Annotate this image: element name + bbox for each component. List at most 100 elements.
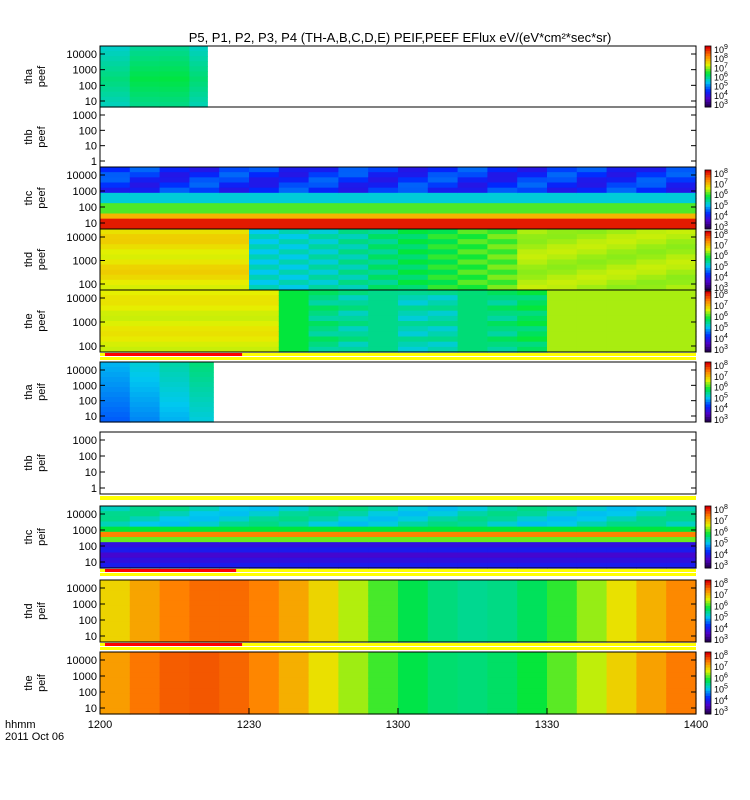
colorbar-frame xyxy=(704,230,712,291)
heatmap-cell xyxy=(129,392,161,398)
heatmap-cell xyxy=(278,315,310,322)
heatmap-cell xyxy=(219,295,250,301)
heatmap-cell xyxy=(249,326,280,332)
heatmap-cell xyxy=(547,616,578,622)
heatmap-cell xyxy=(159,387,190,393)
colorbar-segment xyxy=(705,73,711,77)
colorbar-exponent: 6 xyxy=(724,526,728,533)
heatmap-cell xyxy=(547,336,578,343)
colorbar-label: 108 xyxy=(714,650,728,661)
heatmap-cell xyxy=(517,531,548,538)
heatmap-cell xyxy=(278,531,310,538)
y-tick-label: 10000 xyxy=(66,170,97,182)
heatmap-cell xyxy=(398,557,429,564)
colorbar-segment xyxy=(705,258,711,261)
panel-frame xyxy=(99,289,697,353)
heatmap-cell xyxy=(100,526,131,533)
heatmap-cell xyxy=(576,295,608,301)
heatmap-cell xyxy=(219,616,250,622)
heatmap-cell xyxy=(189,382,214,388)
heatmap-cell xyxy=(278,552,310,559)
heatmap-cell xyxy=(606,688,637,694)
heatmap-cell xyxy=(189,407,214,413)
colorbar-segment xyxy=(705,549,711,553)
heatmap-cell xyxy=(308,239,339,245)
heatmap-cell xyxy=(159,290,190,296)
colorbar-exponent: 7 xyxy=(724,179,728,186)
heatmap-cell xyxy=(189,392,214,398)
heatmap-cell xyxy=(219,688,250,694)
heatmap-cell xyxy=(427,305,459,312)
heatmap-cell xyxy=(398,239,429,245)
heatmap-cell xyxy=(457,264,488,271)
colorbar-segment xyxy=(705,701,711,705)
colorbar-segment xyxy=(705,260,711,264)
heatmap-cell xyxy=(278,321,310,327)
heatmap-cell xyxy=(427,611,459,617)
heatmap-cell xyxy=(219,605,250,612)
heatmap-cell xyxy=(368,300,399,307)
heatmap-cell xyxy=(249,182,280,189)
colorbar-label: 109 xyxy=(714,44,728,55)
heatmap-cell xyxy=(398,192,429,199)
heatmap-cell xyxy=(278,605,310,612)
colorbar-segment xyxy=(705,84,711,88)
heatmap-cell xyxy=(100,600,131,607)
heatmap-cell xyxy=(398,657,429,663)
heatmap-cell xyxy=(129,531,161,538)
heatmap-cell xyxy=(457,213,488,220)
heatmap-cell xyxy=(457,284,488,291)
colorbar-segment xyxy=(705,291,711,295)
heatmap-cell xyxy=(338,531,369,538)
heatmap-cell xyxy=(338,562,369,569)
heatmap-cell xyxy=(606,167,637,173)
heatmap-cell xyxy=(129,672,161,679)
heatmap-cell xyxy=(338,526,369,533)
heatmap-cell xyxy=(249,562,280,569)
heatmap-cell xyxy=(398,264,429,271)
heatmap-cell xyxy=(249,677,280,684)
colorbar-segment xyxy=(705,552,711,556)
heatmap-cell xyxy=(278,208,310,215)
heatmap-cell xyxy=(219,595,250,602)
heatmap-cell xyxy=(338,264,369,271)
heatmap-cell xyxy=(547,229,578,235)
heatmap-cell xyxy=(636,688,667,694)
heatmap-cell xyxy=(547,506,578,512)
heatmap-cell xyxy=(338,223,369,230)
heatmap-cell xyxy=(636,562,667,569)
heatmap-cell xyxy=(457,621,488,628)
heatmap-cell xyxy=(129,377,161,383)
heatmap-cell xyxy=(189,611,220,617)
heatmap-cell xyxy=(189,187,220,194)
heatmap-cell xyxy=(100,662,131,669)
colorbar-segment xyxy=(705,521,711,525)
heatmap-cell xyxy=(129,192,161,199)
colorbar-segment xyxy=(705,598,711,602)
heatmap-cell xyxy=(517,331,548,338)
heatmap-cell xyxy=(159,693,190,700)
heatmap-cell xyxy=(219,187,250,194)
heatmap-cell xyxy=(368,531,399,538)
heatmap-cell xyxy=(576,177,608,184)
colorbar-segment xyxy=(705,267,711,271)
heatmap-cell xyxy=(278,249,310,256)
colorbar-label: 103 xyxy=(714,560,728,571)
heatmap-cell xyxy=(487,321,518,327)
heatmap-cell xyxy=(398,167,429,173)
colorbar-exponent: 4 xyxy=(724,333,728,340)
heatmap-cell xyxy=(666,708,697,715)
heatmap-cell xyxy=(159,167,190,173)
heatmap-cell xyxy=(338,315,369,322)
heatmap-cell xyxy=(219,182,250,189)
heatmap-cell xyxy=(129,595,161,602)
heatmap-cell xyxy=(606,662,637,669)
heatmap-cell xyxy=(427,590,459,597)
colorbar-label: 108 xyxy=(714,289,728,300)
heatmap-cell xyxy=(457,667,488,674)
heatmap-cell xyxy=(606,552,637,559)
heatmap-cell xyxy=(278,305,310,312)
heatmap-cell xyxy=(398,229,429,235)
heatmap-cell xyxy=(547,177,578,184)
heatmap-cell xyxy=(576,284,608,291)
